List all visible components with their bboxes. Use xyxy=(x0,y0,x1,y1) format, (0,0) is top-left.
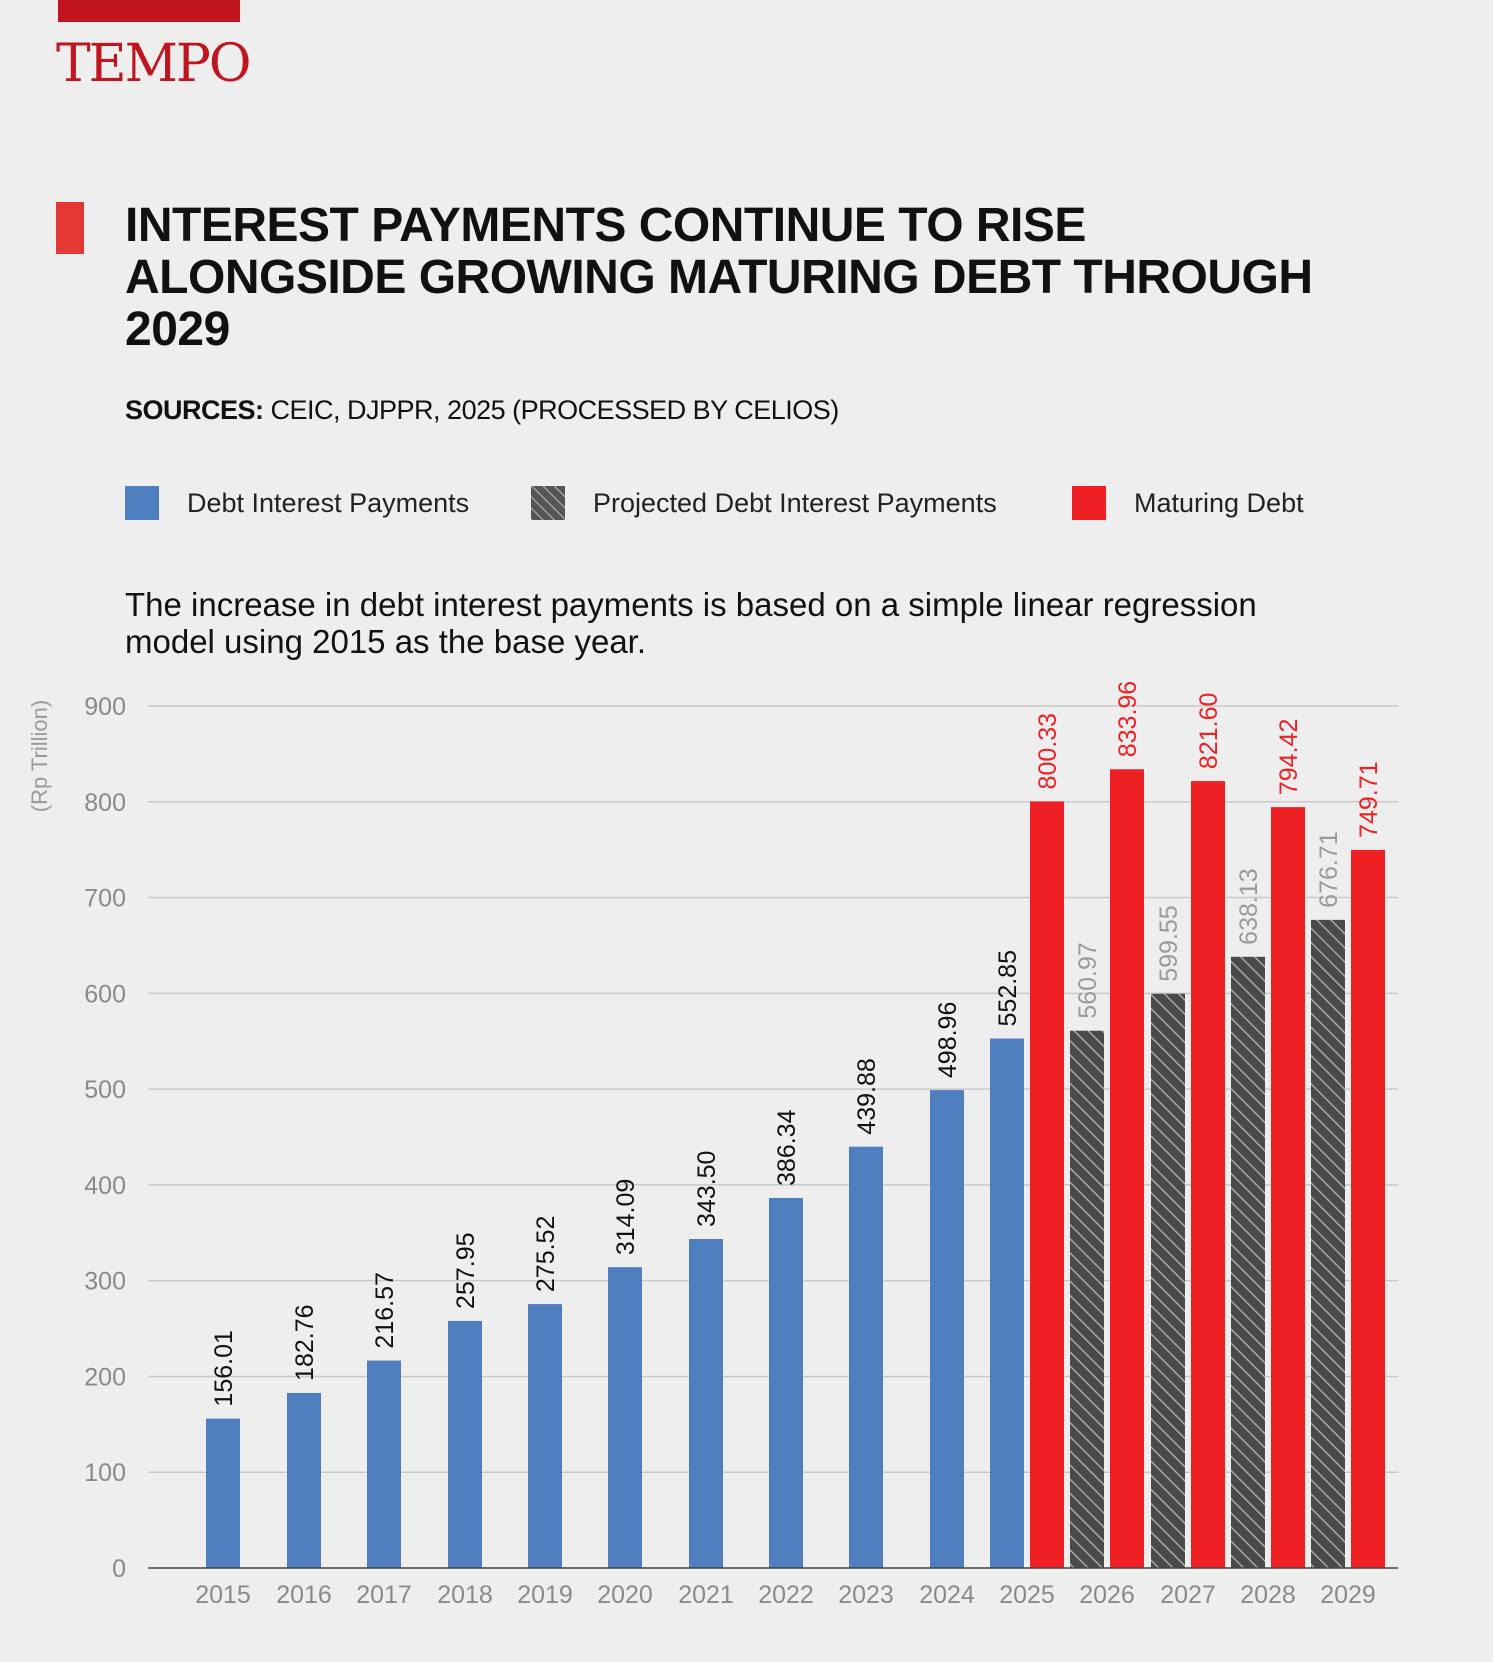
y-tick-label: 600 xyxy=(84,980,126,1008)
hatched-square-icon xyxy=(531,486,565,520)
legend-item-maturing-debt: Maturing Debt xyxy=(1072,486,1304,520)
x-tick-label: 2019 xyxy=(517,1581,573,1609)
x-tick-label: 2020 xyxy=(597,1581,653,1609)
y-tick-label: 100 xyxy=(84,1459,126,1487)
bar-projected-interest xyxy=(1070,1030,1104,1568)
value-label-debt-interest: 314.09 xyxy=(612,1179,640,1255)
gridlines xyxy=(148,705,1398,1473)
bar-projected-interest xyxy=(1231,956,1265,1568)
value-label-maturing-debt: 794.42 xyxy=(1275,719,1303,795)
value-label-debt-interest: 552.85 xyxy=(994,950,1022,1026)
bar-debt-interest xyxy=(206,1418,240,1568)
value-label-debt-interest: 498.96 xyxy=(934,1002,962,1078)
value-label-projected-interest: 599.55 xyxy=(1155,905,1183,981)
bar-debt-interest xyxy=(367,1360,401,1568)
value-label-projected-interest: 676.71 xyxy=(1315,831,1343,907)
y-tick-label: 700 xyxy=(84,885,126,913)
legend-label: Debt Interest Payments xyxy=(187,487,470,518)
value-labels: 156.01 182.76 216.57 257.95 275.52 314.09 343.… xyxy=(210,681,1383,1407)
bar-debt-interest xyxy=(849,1146,883,1568)
bar-debt-interest xyxy=(287,1392,321,1568)
y-tick-label: 400 xyxy=(84,1172,126,1200)
x-tick-label: 2026 xyxy=(1079,1581,1135,1609)
bar-maturing-debt xyxy=(1030,801,1064,1568)
bar-maturing-debt xyxy=(1271,807,1305,1568)
x-tick-label: 2027 xyxy=(1160,1581,1216,1609)
model-note: The increase in debt interest payments i… xyxy=(125,586,1257,660)
x-tick-label: 2023 xyxy=(838,1581,894,1609)
y-tick-label: 300 xyxy=(84,1268,126,1296)
legend-label: Maturing Debt xyxy=(1134,487,1304,518)
value-label-maturing-debt: 800.33 xyxy=(1034,713,1062,789)
y-tick-label: 500 xyxy=(84,1076,126,1104)
x-tick-label: 2028 xyxy=(1240,1581,1296,1609)
sources-text: CEIC, DJPPR, 2025 (PROCESSED BY CELIOS) xyxy=(270,395,840,425)
y-tick-label: 900 xyxy=(84,693,126,721)
bar-debt-interest xyxy=(930,1090,964,1568)
value-label-debt-interest: 216.57 xyxy=(371,1272,399,1348)
value-label-debt-interest: 386.34 xyxy=(773,1109,801,1186)
axes: 0 100 200 300 400 500 600 700 800 900 (Rp Trillion… xyxy=(27,693,1398,1609)
bar-debt-interest xyxy=(608,1267,642,1568)
x-tick-label: 2021 xyxy=(678,1581,734,1609)
y-tick-label: 200 xyxy=(84,1363,126,1391)
bar-debt-interest xyxy=(528,1304,562,1568)
sources-label: SOURCES: xyxy=(125,395,264,425)
blue-square-icon xyxy=(125,486,159,520)
x-tick-label: 2022 xyxy=(758,1581,814,1609)
brand-bar xyxy=(58,0,240,22)
x-tick-label: 2016 xyxy=(276,1581,332,1609)
value-label-debt-interest: 343.50 xyxy=(693,1151,721,1227)
value-label-debt-interest: 182.76 xyxy=(291,1304,319,1380)
bars xyxy=(206,769,1385,1568)
value-label-debt-interest: 275.52 xyxy=(532,1216,560,1292)
value-label-maturing-debt: 749.71 xyxy=(1355,761,1383,837)
red-square-icon xyxy=(1072,486,1106,520)
value-label-debt-interest: 156.01 xyxy=(210,1330,238,1406)
bar-debt-interest xyxy=(990,1038,1024,1568)
title-accent xyxy=(56,202,84,254)
x-tick-label: 2024 xyxy=(919,1581,975,1609)
bar-maturing-debt xyxy=(1110,769,1144,1568)
value-label-debt-interest: 439.88 xyxy=(853,1058,881,1134)
legend-item-projected-interest: Projected Debt Interest Payments xyxy=(531,486,997,520)
bar-maturing-debt xyxy=(1191,781,1225,1568)
bar-projected-interest xyxy=(1151,993,1185,1568)
bar-debt-interest xyxy=(448,1320,482,1568)
legend-item-debt-interest: Debt Interest Payments xyxy=(125,486,469,520)
bar-projected-interest xyxy=(1311,919,1345,1568)
value-label-projected-interest: 560.97 xyxy=(1074,942,1102,1018)
bar-debt-interest xyxy=(689,1239,723,1568)
legend-label: Projected Debt Interest Payments xyxy=(593,487,997,518)
x-tick-label: 2015 xyxy=(195,1581,251,1609)
value-label-maturing-debt: 821.60 xyxy=(1195,693,1223,769)
y-tick-label: 800 xyxy=(84,789,126,817)
x-tick-label: 2017 xyxy=(356,1581,412,1609)
x-tick-label: 2029 xyxy=(1320,1581,1376,1609)
value-label-projected-interest: 638.13 xyxy=(1235,868,1263,944)
x-tick-label: 2025 xyxy=(999,1581,1055,1609)
bar-debt-interest xyxy=(769,1197,803,1568)
y-tick-label: 0 xyxy=(112,1555,126,1583)
brand-logo: TEMPO xyxy=(56,34,252,94)
value-label-maturing-debt: 833.96 xyxy=(1114,681,1142,757)
y-axis-title: (Rp Trillion) xyxy=(27,700,52,812)
x-tick-label: 2018 xyxy=(437,1581,493,1609)
sources-line: SOURCES: CEIC, DJPPR, 2025 (PROCESSED BY… xyxy=(125,395,839,426)
value-label-debt-interest: 257.95 xyxy=(452,1232,480,1308)
bar-maturing-debt xyxy=(1351,849,1385,1568)
chart-title: INTEREST PAYMENTS CONTINUE TO RISE ALONG… xyxy=(125,199,1313,356)
